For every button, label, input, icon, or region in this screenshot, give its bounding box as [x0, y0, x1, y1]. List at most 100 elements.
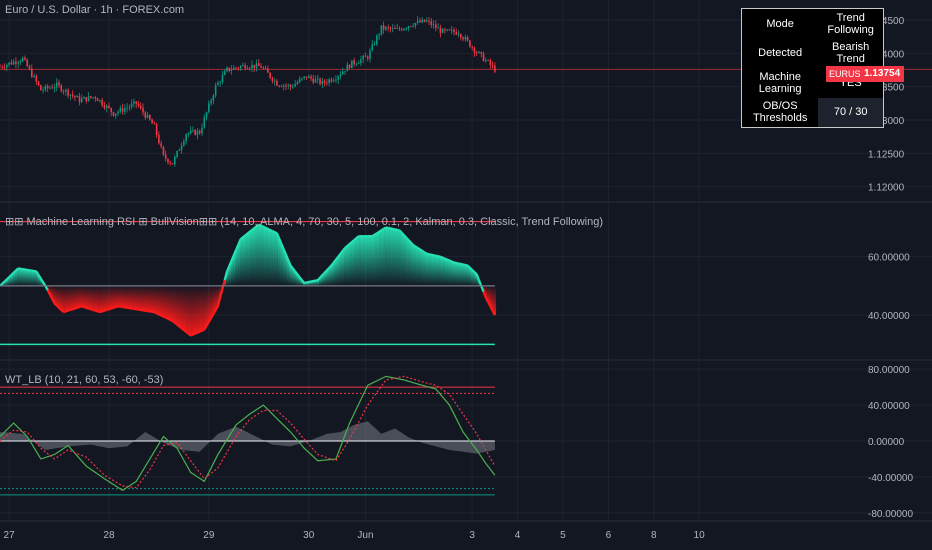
rsi-bar [377, 231, 381, 286]
rsi-line-segment [15, 267, 19, 272]
candle [239, 65, 242, 71]
rsi-line-segment [403, 234, 408, 239]
candle [87, 92, 90, 102]
symbol-legend[interactable]: Euro / U.S. Dollar · 1h · FOREX.com [5, 4, 185, 16]
rsi-line-segment [219, 288, 224, 298]
rsi-panel[interactable] [0, 220, 497, 346]
candle [40, 84, 42, 91]
rsi-line-segment [383, 226, 387, 230]
rsi-bar [37, 274, 40, 286]
rsi-bar [375, 233, 379, 286]
rsi-line-segment [232, 249, 238, 256]
candle [101, 97, 103, 108]
wavetrend-indicator-legend[interactable]: WT_LB (10, 21, 60, 53, -60, -53) [5, 374, 164, 386]
wt-axis-tick-label: -40.00000 [868, 473, 913, 484]
price-axis-tick-label: 1.12000 [868, 183, 905, 194]
rsi-bar [225, 271, 229, 286]
candle [99, 99, 101, 103]
rsi-line-segment [249, 229, 253, 233]
rsi-bar [14, 270, 18, 286]
candle [251, 60, 253, 73]
rsi-bar [421, 250, 424, 286]
candle [0, 64, 1, 68]
candle [114, 113, 117, 119]
rsi-line-segment [174, 321, 178, 326]
rsi-line-segment [178, 325, 183, 330]
candle [149, 114, 151, 121]
rsi-line-segment [371, 233, 376, 238]
candle [432, 20, 435, 29]
rsi-indicator-legend[interactable]: ⊞⊞ Machine Learning RSI ⊞ BullVision⊞⊞ (… [5, 216, 604, 228]
rsi-bar [189, 285, 192, 336]
candle [180, 142, 183, 154]
rsi-line-segment [330, 261, 335, 267]
candle [185, 133, 187, 145]
rsi-bar [107, 285, 111, 310]
rsi-line-segment [185, 331, 190, 335]
rsi-line-segment [76, 306, 80, 309]
rsi-line-segment [160, 314, 164, 318]
candle [407, 25, 410, 32]
candle [176, 150, 178, 159]
rsi-line-segment [417, 246, 421, 251]
rsi-bar [425, 253, 428, 286]
rsi-line-segment [108, 307, 112, 311]
rsi-line-segment [446, 258, 450, 262]
rsi-bar [125, 285, 129, 308]
candle [53, 83, 56, 93]
rsi-bar [205, 285, 208, 326]
rsi-bar [305, 282, 308, 286]
candle [298, 76, 301, 84]
candle [414, 22, 417, 29]
candle [278, 85, 281, 88]
rsi-bar [298, 277, 301, 286]
candle [171, 163, 174, 165]
candle [142, 103, 144, 116]
candle [6, 63, 8, 72]
candle [448, 28, 451, 31]
rsi-line-segment [298, 276, 303, 281]
time-tick-label: 29 [203, 530, 215, 541]
candle [108, 102, 110, 110]
candle [208, 100, 210, 114]
rsi-bar [371, 236, 374, 286]
rsi-axis-tick-label: 60.00000 [868, 253, 910, 264]
candle [439, 24, 442, 38]
rsi-line-segment [410, 241, 414, 246]
candle [410, 25, 412, 27]
rsi-bar [110, 285, 113, 309]
candle [110, 107, 113, 117]
rsi-line-segment [81, 305, 85, 309]
candle [341, 67, 344, 75]
rsi-bar [434, 255, 438, 286]
rsi-bar [100, 285, 104, 312]
candle [398, 26, 401, 31]
rsi-bar [382, 228, 385, 286]
rsi-line-segment [165, 316, 169, 320]
rsi-line-segment [419, 248, 423, 252]
price-axis[interactable]: 1.12000 1.12500 1.13000 1.13500 1.14000 1.145… [868, 16, 913, 520]
candle [10, 59, 13, 65]
rsi-line-segment [92, 308, 96, 312]
candle [257, 59, 260, 67]
candle [162, 145, 165, 157]
rsi-line-segment [110, 306, 114, 310]
rsi-bar [393, 229, 397, 286]
rsi-bar [214, 285, 217, 311]
rsi-line-segment [405, 236, 410, 241]
wavetrend-histogram [0, 421, 495, 454]
rsi-line-segment [258, 223, 262, 227]
price-panel[interactable] [0, 16, 932, 167]
wavetrend-panel[interactable] [0, 375, 496, 496]
time-axis[interactable]: 27 28 29 30 Jun 3 4 5 6 8 10 [4, 530, 706, 541]
rsi-bar [169, 285, 172, 320]
candle [294, 80, 296, 88]
candle [400, 27, 403, 32]
rsi-bar [380, 230, 383, 286]
candle [255, 59, 258, 72]
candle [262, 66, 265, 70]
candle [126, 103, 128, 113]
rsi-line-segment [74, 306, 78, 310]
rsi-bar [312, 281, 315, 286]
candle [133, 98, 135, 108]
